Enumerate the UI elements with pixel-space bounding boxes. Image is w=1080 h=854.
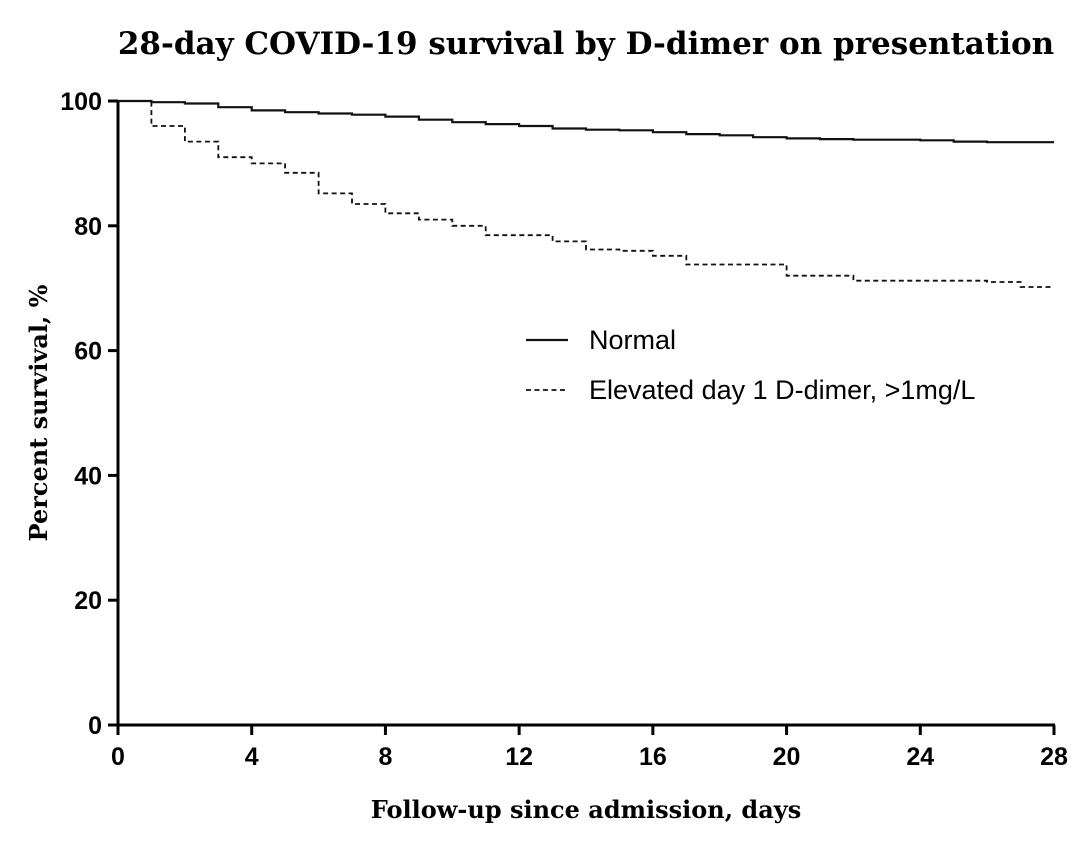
- x-tick-label: 28: [1040, 743, 1068, 771]
- x-tick-label: 12: [505, 743, 533, 771]
- x-tick-label: 20: [773, 743, 801, 771]
- series-line-normal: [118, 99, 1054, 144]
- y-tick-label: 100: [60, 88, 102, 116]
- tick-marks: 0 4 8 12 16 20 24 28 0 20 40 60 80 100: [60, 88, 1068, 771]
- y-tick-label: 80: [74, 213, 102, 241]
- y-axis-title: Percent survival, %: [24, 284, 53, 541]
- axes: [116, 100, 1055, 727]
- x-axis-title: Follow-up since admission, days: [371, 795, 801, 824]
- y-tick-label: 20: [74, 587, 102, 615]
- plot-area: [118, 99, 1054, 288]
- legend: Normal Elevated day 1 D-dimer, >1mg/L: [526, 325, 975, 405]
- legend-label-elevated-d-dimer: Elevated day 1 D-dimer, >1mg/L: [589, 375, 975, 405]
- x-tick-label: 0: [111, 743, 125, 771]
- y-tick-label: 60: [74, 338, 102, 366]
- series-line-elevated-d-dimer: [118, 100, 1054, 288]
- legend-label-normal: Normal: [589, 325, 676, 355]
- x-tick-label: 16: [639, 743, 667, 771]
- x-tick-label: 4: [245, 743, 259, 771]
- y-tick-label: 0: [88, 712, 102, 740]
- x-tick-label: 24: [906, 743, 934, 771]
- y-tick-label: 40: [74, 462, 102, 490]
- x-tick-label: 8: [378, 743, 392, 771]
- chart-title: 28-day COVID-19 survival by D-dimer on p…: [118, 26, 1054, 62]
